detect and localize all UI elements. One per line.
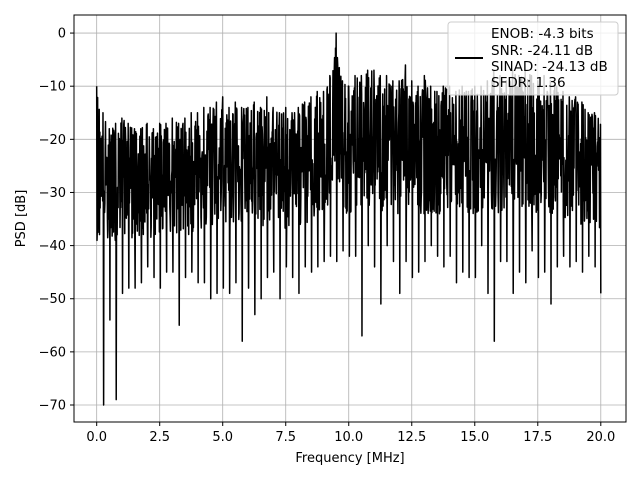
y-tick-label: −40 <box>39 239 66 254</box>
x-axis-label: Frequency [MHz] <box>295 451 404 466</box>
y-tick-label: −60 <box>39 345 66 360</box>
x-tick-label: 10.0 <box>334 430 363 445</box>
legend-sinad: SINAD: -24.13 dB <box>491 59 608 75</box>
y-tick-label: −10 <box>39 80 66 95</box>
legend-box <box>447 21 619 96</box>
x-tick-label: 12.5 <box>397 430 426 445</box>
y-axis-ticks: 0 −10 −20 −30 −40 −50 −60 −70 <box>39 27 74 413</box>
plot-frame <box>73 14 627 423</box>
psd-line <box>95 32 602 406</box>
y-tick-label: −20 <box>39 133 66 148</box>
x-tick-label: 15.0 <box>460 430 489 445</box>
psd-series <box>95 32 602 406</box>
y-tick-label: −70 <box>39 398 66 413</box>
x-tick-label: 2.5 <box>149 430 170 445</box>
legend-sfdr: SFDR: 1.36 <box>491 75 566 91</box>
x-tick-label: 7.5 <box>275 430 296 445</box>
x-tick-label: 20.0 <box>586 430 615 445</box>
x-tick-label: 0.0 <box>86 430 107 445</box>
y-tick-label: −30 <box>39 186 66 201</box>
y-tick-label: 0 <box>58 27 66 42</box>
legend-enob: ENOB: -4.3 bits <box>491 26 594 42</box>
y-axis-label: PSD [dB] <box>14 190 29 248</box>
x-axis-ticks: 0.0 2.5 5.0 7.5 10.0 12.5 15.0 17.5 20.0 <box>86 422 615 445</box>
x-tick-label: 5.0 <box>212 430 233 445</box>
y-tick-label: −50 <box>39 292 66 307</box>
legend-snr: SNR: -24.11 dB <box>491 43 593 59</box>
x-tick-label: 17.5 <box>523 430 552 445</box>
legend: ENOB: -4.3 bits SNR: -24.11 dB SINAD: -2… <box>447 21 619 96</box>
